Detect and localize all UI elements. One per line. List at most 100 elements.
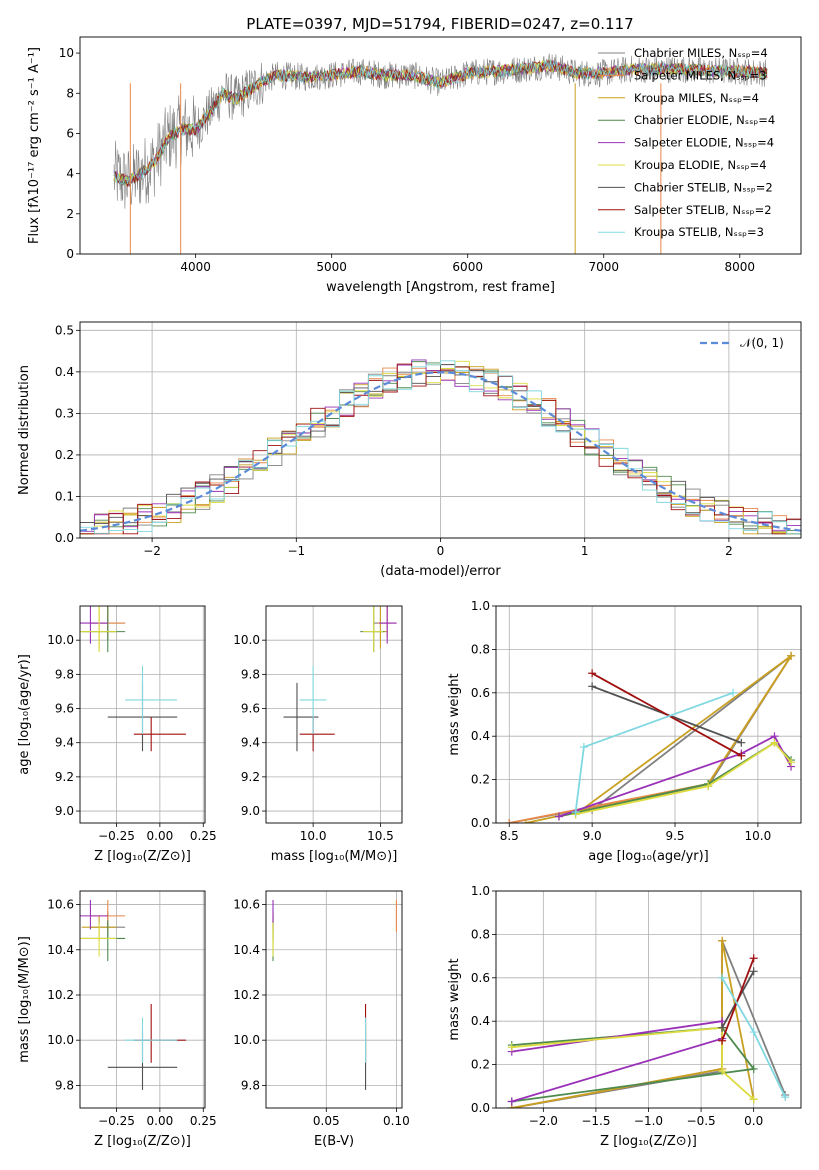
x-axis-label: E(B-V): [314, 1134, 354, 1149]
y-tick-label: 9.8: [241, 1078, 260, 1092]
axes-frame-mass_vs_ebv: [265, 890, 403, 1109]
weight-marker: [781, 1093, 790, 1102]
errorbar-kroupa_elodie: [80, 606, 117, 653]
x-tick-label: 9.0: [583, 829, 602, 843]
weight-marker: [737, 738, 746, 747]
plot-area-residuals: [80, 359, 801, 538]
x-tick-label: 0.10: [383, 1114, 410, 1128]
weight-marker: [718, 1067, 727, 1076]
x-tick-label: 1: [581, 544, 589, 558]
x-axis-label: Z [log₁₀(Z/Z⊙)]: [94, 849, 191, 864]
y-tick-label: 0.8: [471, 642, 490, 656]
weight-marker: [770, 738, 779, 747]
spectrum-legend: Chabrier MILES, Nₛₛₚ=4 Salpeter MILES, Nₛ…: [598, 46, 775, 239]
y-tick-label: 8: [66, 86, 74, 100]
x-tick-label: −2.0: [529, 1114, 558, 1128]
weight-marker: [737, 751, 746, 760]
weight-marker: [749, 1095, 758, 1104]
weight-marker: [749, 1028, 758, 1037]
y-tick-label: 9.8: [241, 667, 260, 681]
y-tick-label: 10.0: [47, 633, 74, 647]
x-tick-label: −2: [143, 544, 161, 558]
axes-frame-spectrum: [79, 36, 802, 255]
axes-frame-age_vs_mass: [265, 605, 403, 824]
axes-mass_vs_ebv: 0.05 0.10 9.8 10.0 10.2 10.4 10.6 E(B-V): [233, 891, 410, 1149]
y-tick-label: 0.2: [55, 448, 74, 462]
weight-marker: [579, 743, 588, 752]
weight-marker: [787, 651, 796, 660]
weight-marker: [787, 758, 796, 767]
errorbar-salpeter_elodie: [80, 606, 108, 644]
y-axis-label: mass weight: [447, 958, 462, 1040]
y-tick-label: 9.8: [55, 667, 74, 681]
y-tick-label: 0.4: [55, 365, 74, 379]
legend-label: Chabrier ELODIE, Nₛₛₚ=4: [634, 113, 775, 127]
normal-curve: [80, 371, 801, 532]
legend-label: Chabrier MILES, Nₛₛₚ=4: [634, 46, 768, 60]
weight-marker: [718, 936, 727, 945]
errorbar-chabrier_elodie: [81, 920, 126, 962]
x-axis-label: wavelength [Angstrom, rest frame]: [326, 280, 555, 295]
y-tick-label: 10.6: [233, 898, 260, 912]
x-tick-label: 8000: [725, 260, 756, 274]
axes-spectrum: 4000 5000 6000 7000 8000 0 2 4 6 8 10 wavelength [A…: [27, 46, 768, 295]
y-axis-label: mass [log₁₀(M/M⊙)]: [17, 936, 32, 1063]
weight-marker: [749, 1064, 758, 1073]
plot-area-age_vs_mass: [283, 606, 397, 752]
y-tick-label: 9.2: [55, 770, 74, 784]
y-tick-label: 0.6: [471, 971, 490, 985]
axes-residuals: −2 −1 0 1 2 0.0 0.1 0.2 0.3 0.4 0.5 (data-model)/er…: [17, 322, 801, 579]
legend-label: Kroupa STELIB, Nₛₛₚ=3: [634, 225, 764, 239]
weight-marker: [588, 682, 597, 691]
y-tick-label: 10.4: [47, 943, 74, 957]
x-axis-label: mass [log₁₀(M/M⊙)]: [271, 849, 398, 864]
legend-label: Salpeter MILES, Nₛₛₚ=3: [634, 68, 767, 82]
y-tick-label: 0.4: [471, 1014, 490, 1028]
y-tick-label: 9.8: [55, 1078, 74, 1092]
y-tick-label: 9.4: [55, 736, 74, 750]
y-tick-label: 0.4: [471, 729, 490, 743]
y-axis-label: Normed distribution: [17, 365, 32, 495]
y-tick-label: 0.2: [471, 1058, 490, 1072]
legend-label: 𝒩(0, 1): [740, 336, 784, 350]
weight-line-kroupa_miles: [525, 655, 792, 823]
y-tick-label: 1.0: [471, 599, 490, 613]
weight-marker: [704, 782, 713, 791]
y-tick-label: 10.0: [47, 1033, 74, 1047]
y-tick-label: 4: [66, 167, 74, 181]
y-tick-label: 1.0: [471, 884, 490, 898]
weight-marker: [521, 819, 530, 823]
weight-marker: [507, 1097, 516, 1106]
y-tick-label: 6: [66, 126, 74, 140]
y-tick-label: 9.4: [241, 736, 260, 750]
y-tick-label: 9.6: [55, 702, 74, 716]
y-tick-label: 10: [59, 46, 74, 60]
errorbar-kroupa_elodie: [80, 922, 117, 957]
x-tick-label: −0.5: [687, 1114, 716, 1128]
y-tick-label: 0.8: [471, 927, 490, 941]
y-tick-label: 9.0: [241, 804, 260, 818]
x-tick-label: 0.00: [147, 829, 174, 843]
errorbar-kroupa_elodie: [362, 606, 384, 653]
errorbar-salpeter_elodie: [80, 900, 108, 930]
errorbar-salpeter_stelib: [299, 717, 335, 752]
y-tick-label: 0.6: [471, 686, 490, 700]
axes-frame-weight_vs_Z: [495, 890, 802, 1109]
y-tick-label: 0.3: [55, 406, 74, 420]
x-tick-label: 0.25: [190, 1114, 217, 1128]
weight-marker: [718, 1023, 727, 1032]
y-tick-label: 9.0: [55, 804, 74, 818]
plot-area-mass_vs_Z: [80, 900, 186, 1090]
y-axis-label: age [log₁₀(age/yr)]: [17, 654, 32, 775]
axes-mass_vs_Z: −0.25 0.00 0.25 9.8 10.0 10.2 10.4 10.6 Z [log₁₀…: [17, 891, 217, 1149]
weight-line-salpeter_stelib: [591, 672, 742, 757]
axes-frame-mass_vs_Z: [79, 890, 206, 1109]
legend-label: Salpeter STELIB, Nₛₛₚ=2: [634, 203, 772, 217]
plot-area-weight_vs_age: [505, 651, 796, 823]
legend-label: Chabrier STELIB, Nₛₛₚ=2: [634, 180, 773, 194]
axes-weight_vs_Z: −2.0 −1.5 −1.0 −0.5 0.0 0.0 0.2 0.4 0.6 0.8 1.0 Z […: [447, 884, 801, 1149]
axes-weight_vs_age: 8.5 9.0 9.5 10.0 0.0 0.2 0.4 0.6 0.8 1.0 age [log₁…: [447, 599, 801, 864]
residual-histogram-kroupa_stelib: [80, 360, 801, 538]
y-tick-label: 0.2: [471, 773, 490, 787]
